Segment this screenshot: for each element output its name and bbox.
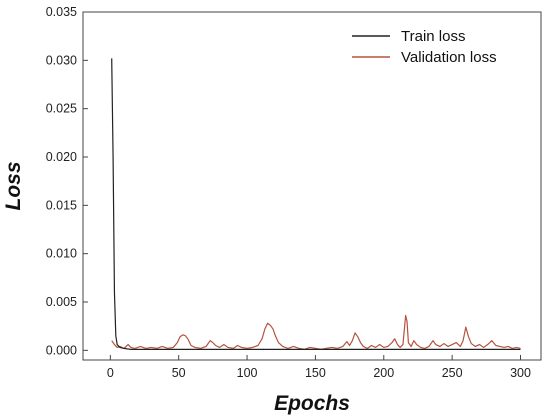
x-tick-label: 200	[373, 366, 394, 380]
x-tick-label: 300	[510, 366, 531, 380]
y-tick-label: 0.000	[46, 343, 77, 357]
y-tick-label: 0.025	[46, 102, 77, 116]
x-tick-label: 0	[107, 366, 114, 380]
legend: Train loss Validation loss	[352, 28, 497, 66]
x-tick-label: 100	[237, 366, 258, 380]
y-axis: 0.000 0.005 0.010 0.015 0.020 0.025 0.030 0.035	[46, 5, 88, 357]
series-layer	[111, 58, 521, 350]
plot-frame	[82, 11, 542, 361]
y-tick-label: 0.015	[46, 198, 77, 212]
y-tick-label: 0.010	[46, 247, 77, 261]
x-tick-label: 150	[305, 366, 326, 380]
series-line-validation-loss	[111, 314, 521, 350]
legend-label-validation: Validation loss	[401, 49, 497, 66]
series-line-train-loss	[111, 58, 521, 350]
y-tick-label: 0.030	[46, 53, 77, 67]
x-tick-label: 250	[442, 366, 463, 380]
x-tick-label: 50	[172, 366, 186, 380]
y-tick-label: 0.005	[46, 295, 77, 309]
legend-label-train: Train loss	[401, 28, 465, 45]
x-axis: 0 50 100 150 200 250 300	[107, 355, 531, 380]
y-axis-title: Loss	[2, 161, 25, 210]
y-tick-label: 0.020	[46, 150, 77, 164]
x-axis-title: Epochs	[274, 392, 350, 415]
y-tick-label: 0.035	[46, 5, 77, 19]
